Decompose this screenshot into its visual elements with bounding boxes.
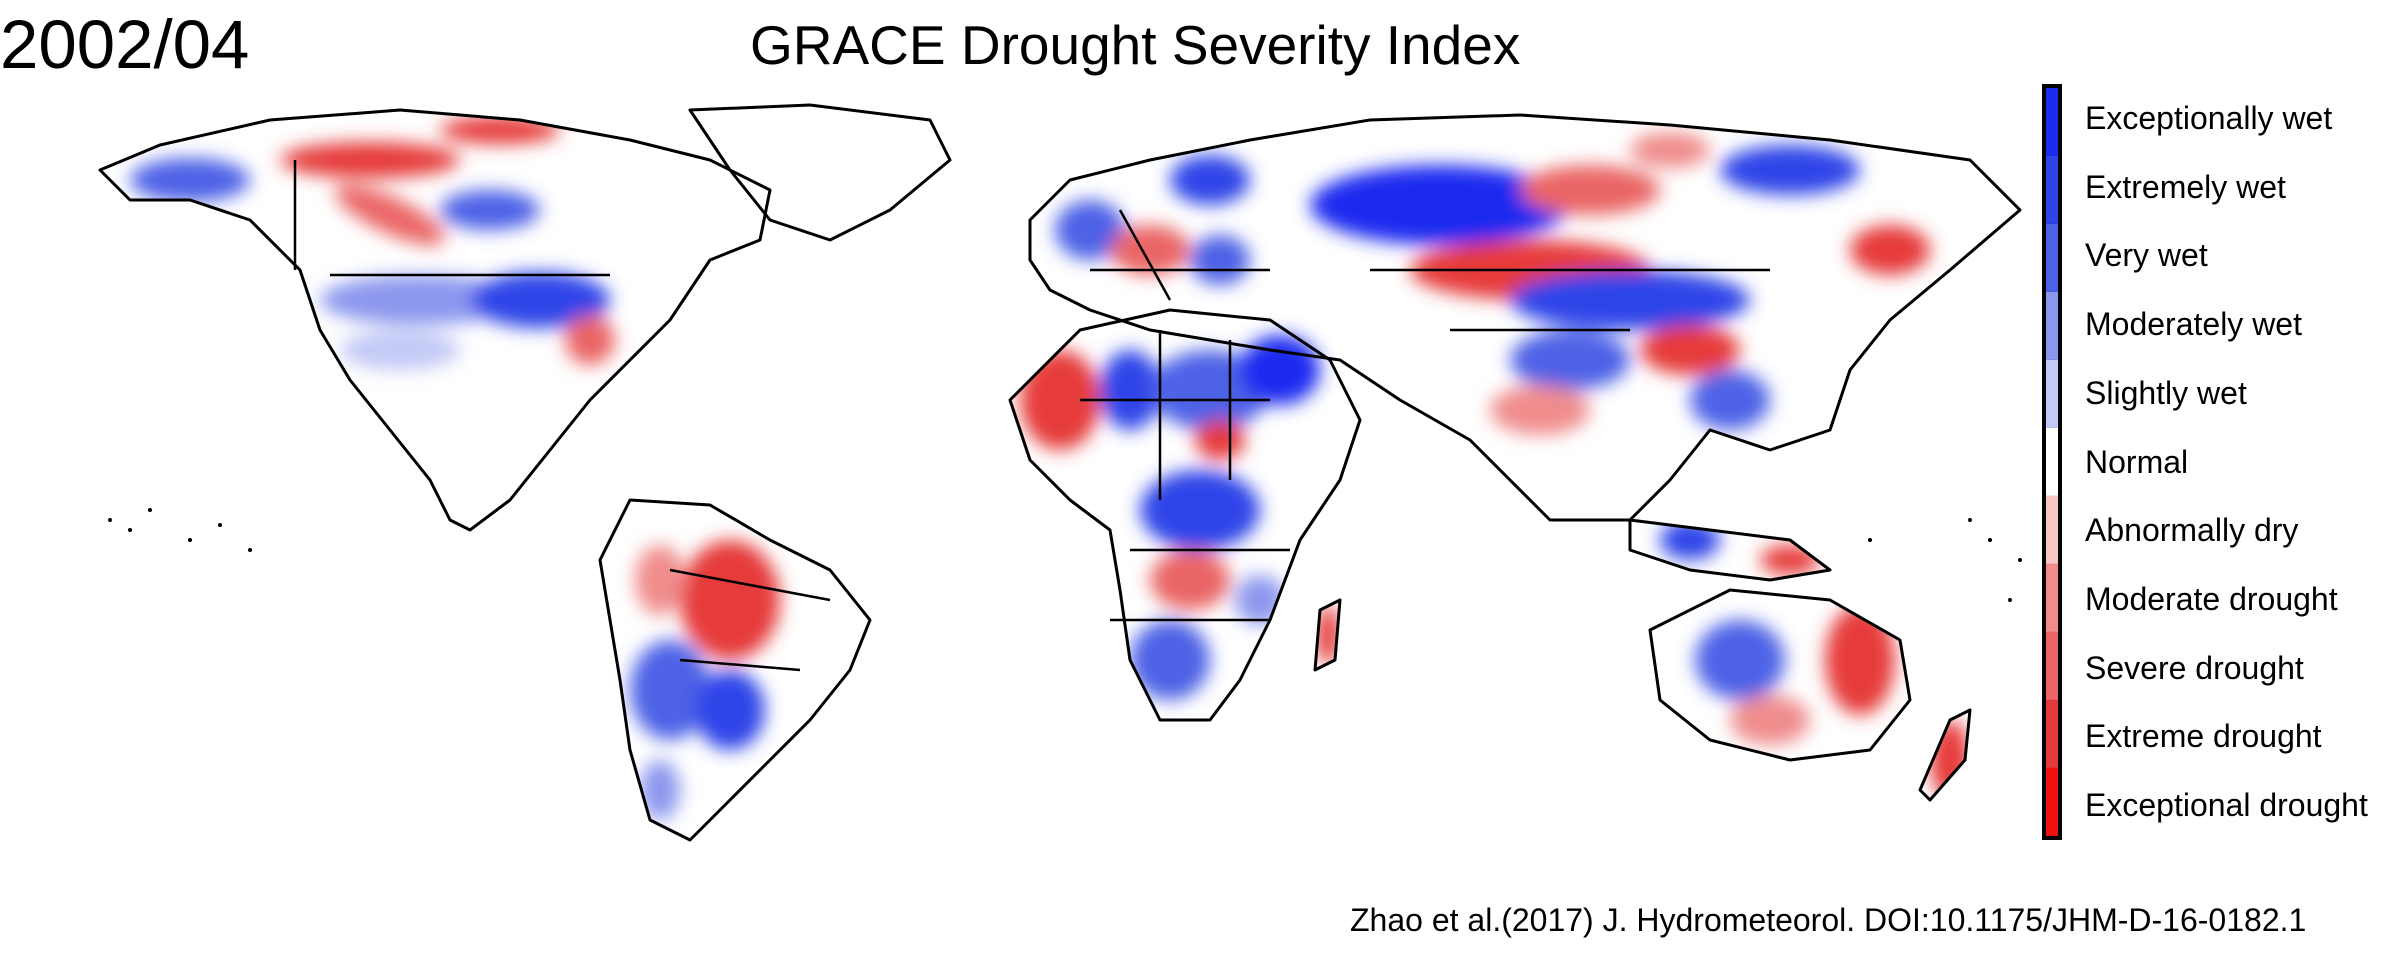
colorbar-segment bbox=[2046, 156, 2058, 224]
legend: Exceptionally wet Extremely wet Very wet Mo… bbox=[2085, 84, 2368, 840]
legend-label: Slightly wet bbox=[2085, 374, 2247, 411]
legend-label: Severe drought bbox=[2085, 649, 2304, 686]
colorbar bbox=[2042, 84, 2062, 840]
legend-label: Abnormally dry bbox=[2085, 512, 2299, 549]
legend-label: Moderate drought bbox=[2085, 581, 2338, 617]
date-label: 2002/04 bbox=[0, 6, 250, 83]
colorbar-segment bbox=[2046, 292, 2058, 360]
legend-label: Moderately wet bbox=[2085, 306, 2302, 343]
legend-label: Normal bbox=[2085, 443, 2189, 480]
colorbar-segment bbox=[2046, 224, 2058, 292]
citation: Zhao et al.(2017) J. Hydrometeorol. DOI:… bbox=[1350, 902, 2307, 938]
colorbar-segment bbox=[2046, 564, 2058, 632]
colorbar-segment bbox=[2046, 768, 2058, 836]
world-map bbox=[70, 100, 2050, 890]
legend-label: Exceptionally wet bbox=[2085, 99, 2333, 136]
colorbar-segment bbox=[2046, 700, 2058, 768]
map-title: GRACE Drought Severity Index bbox=[750, 14, 1521, 76]
legend-label: Extremely wet bbox=[2085, 168, 2286, 205]
colorbar-segment bbox=[2046, 632, 2058, 700]
colorbar-segment bbox=[2046, 428, 2058, 496]
colorbar-segment bbox=[2046, 360, 2058, 428]
legend-label: Exceptional drought bbox=[2085, 787, 2368, 824]
colorbar-segment bbox=[2046, 496, 2058, 564]
colorbar-segment bbox=[2046, 88, 2058, 156]
legend-label: Extreme drought bbox=[2085, 718, 2322, 755]
legend-label: Very wet bbox=[2085, 237, 2208, 274]
